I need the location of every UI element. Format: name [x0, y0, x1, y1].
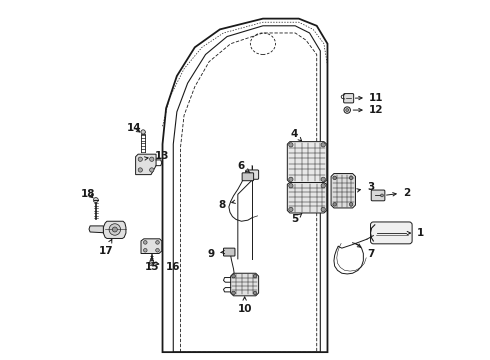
Circle shape	[149, 261, 154, 266]
Circle shape	[112, 227, 117, 232]
Circle shape	[333, 176, 337, 180]
Circle shape	[253, 291, 257, 295]
Circle shape	[321, 177, 325, 181]
Circle shape	[381, 194, 383, 197]
Circle shape	[156, 240, 159, 244]
Polygon shape	[89, 226, 103, 233]
Circle shape	[289, 177, 293, 181]
Circle shape	[138, 168, 143, 172]
Circle shape	[144, 248, 147, 252]
FancyBboxPatch shape	[245, 170, 259, 179]
Text: 3: 3	[357, 182, 374, 192]
FancyBboxPatch shape	[370, 222, 412, 244]
Circle shape	[289, 143, 293, 147]
FancyBboxPatch shape	[242, 173, 254, 181]
Circle shape	[149, 168, 154, 172]
Polygon shape	[287, 183, 327, 213]
Circle shape	[349, 176, 353, 180]
Text: 17: 17	[98, 239, 113, 256]
Circle shape	[232, 291, 235, 295]
Text: 6: 6	[238, 161, 250, 173]
Circle shape	[232, 274, 235, 278]
FancyBboxPatch shape	[371, 190, 385, 201]
Text: 15: 15	[145, 257, 159, 273]
Polygon shape	[136, 154, 156, 175]
Circle shape	[151, 262, 153, 264]
Polygon shape	[331, 174, 355, 208]
Text: 10: 10	[237, 297, 252, 314]
Circle shape	[109, 224, 121, 235]
Circle shape	[141, 130, 146, 134]
FancyBboxPatch shape	[343, 94, 354, 103]
Text: 16: 16	[155, 262, 180, 272]
Circle shape	[138, 157, 143, 161]
Circle shape	[149, 157, 154, 161]
Text: 14: 14	[126, 123, 141, 133]
Text: 13: 13	[145, 150, 169, 161]
Circle shape	[321, 143, 325, 147]
FancyBboxPatch shape	[223, 248, 235, 256]
Circle shape	[253, 274, 257, 278]
Text: 4: 4	[291, 129, 302, 141]
Polygon shape	[103, 221, 126, 238]
Text: 18: 18	[81, 189, 95, 199]
Circle shape	[156, 248, 159, 252]
Text: 8: 8	[218, 200, 235, 210]
Polygon shape	[231, 273, 259, 296]
Circle shape	[346, 109, 349, 112]
Circle shape	[144, 240, 147, 244]
Text: 2: 2	[387, 188, 410, 198]
Polygon shape	[287, 141, 327, 183]
Circle shape	[289, 184, 293, 188]
Text: 5: 5	[292, 213, 302, 224]
Circle shape	[321, 207, 325, 212]
Text: 12: 12	[353, 105, 383, 115]
Circle shape	[93, 198, 98, 203]
Circle shape	[333, 203, 337, 206]
Circle shape	[344, 107, 350, 113]
Polygon shape	[141, 239, 162, 253]
Text: 9: 9	[207, 248, 224, 258]
Text: 1: 1	[407, 228, 424, 238]
Circle shape	[321, 184, 325, 188]
Circle shape	[349, 203, 353, 206]
Circle shape	[289, 207, 293, 212]
Text: 7: 7	[355, 243, 374, 258]
Text: 11: 11	[355, 93, 383, 103]
